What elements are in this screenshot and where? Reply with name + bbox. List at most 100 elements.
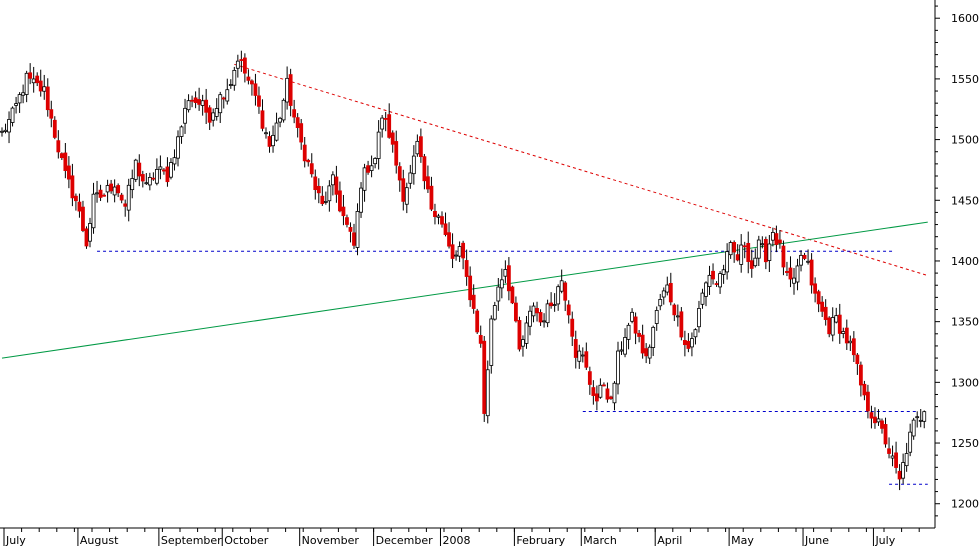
candle [77, 193, 82, 218]
candle-body-up [362, 167, 367, 191]
candle [654, 306, 659, 331]
candle-body-up [521, 339, 525, 347]
candle-body-down [119, 194, 124, 201]
candle [147, 172, 152, 191]
candle-body-up [200, 100, 205, 106]
candle [781, 240, 786, 276]
candle [802, 252, 807, 261]
candle [897, 464, 902, 491]
x-tick-label: October [224, 534, 268, 546]
candle-body-up [651, 326, 656, 348]
candle [858, 361, 863, 397]
candle-body-up [531, 305, 536, 317]
candle [725, 243, 730, 280]
candle [820, 296, 825, 318]
candle [440, 211, 444, 228]
candle-body-down [418, 136, 423, 158]
candle-body-down [851, 338, 856, 356]
candle-body-down [63, 152, 68, 171]
candle-body-down [644, 348, 649, 357]
candle-body-up [323, 201, 328, 203]
candle-body-up [630, 311, 634, 322]
candle [330, 171, 335, 196]
candle-body-up [767, 243, 772, 261]
candle-body-down [478, 335, 483, 344]
candle [873, 407, 877, 429]
x-tick-label: August [80, 534, 119, 546]
candle-body-up [130, 178, 135, 191]
candle [813, 277, 818, 303]
candle [179, 125, 184, 144]
candle-body-down [246, 76, 251, 81]
candle [711, 263, 715, 285]
candle-body-down [352, 232, 356, 246]
candle [98, 184, 103, 202]
candle-body-up [176, 136, 180, 159]
candle-body-down [883, 424, 888, 445]
candle [14, 96, 18, 114]
candle [739, 234, 744, 273]
candle-body-down [813, 283, 818, 294]
candle-body-down [221, 97, 226, 100]
candle [640, 324, 645, 359]
candle-body-down [514, 302, 518, 322]
candle-body-down [162, 169, 166, 172]
candle [42, 74, 47, 100]
candle [228, 79, 233, 89]
candle-body-down [732, 242, 737, 253]
candle [309, 153, 314, 178]
candle-body-down [197, 99, 202, 105]
candle-body-up [228, 84, 233, 86]
candle-body-up [700, 292, 705, 305]
candle-body-down [28, 72, 33, 79]
candle [623, 328, 627, 358]
candle-body-down [461, 242, 466, 259]
candle-body-up [834, 315, 839, 323]
candle-body-down [464, 260, 469, 277]
candle-body-up [890, 455, 895, 459]
candle-body-down [109, 183, 114, 192]
candle [109, 179, 114, 194]
candle-body-up [214, 108, 219, 117]
candle [394, 130, 399, 174]
candle [443, 212, 448, 237]
candle [183, 98, 187, 134]
candle-body-down [855, 354, 860, 365]
candle-body-up [675, 315, 680, 318]
candle-body-up [489, 318, 494, 366]
resistance-line [234, 63, 928, 277]
candle [612, 381, 617, 411]
candle [482, 335, 487, 422]
candle-body-down [260, 110, 265, 129]
candle-body-down [267, 136, 272, 147]
candle-body-down [602, 384, 606, 387]
candle-body-down [587, 371, 592, 385]
candle [792, 268, 796, 295]
candle-body-down [56, 140, 61, 153]
candle [844, 319, 849, 350]
candle [221, 96, 226, 109]
candle-body-down [207, 107, 212, 123]
candle-body-up [697, 308, 701, 328]
candle-body-down [84, 228, 89, 247]
candle [774, 225, 779, 253]
y-tick-label: 1600 [951, 12, 979, 25]
candle-body-down [66, 165, 71, 180]
candle [637, 329, 642, 343]
candle [401, 169, 406, 211]
candle [510, 285, 515, 305]
candle-body-down [288, 74, 293, 106]
candle [848, 335, 853, 352]
candle [447, 222, 451, 249]
candle [577, 344, 582, 369]
candle-body-down [295, 117, 300, 128]
candle [806, 249, 810, 265]
candle-body-down [510, 286, 515, 304]
candle [176, 130, 180, 167]
candle [35, 72, 40, 87]
candle-body-up [792, 277, 796, 284]
candle-body-down [35, 75, 40, 84]
candle-body-up [95, 192, 99, 195]
candle-body-up [753, 257, 758, 267]
candle-body-up [841, 331, 846, 334]
